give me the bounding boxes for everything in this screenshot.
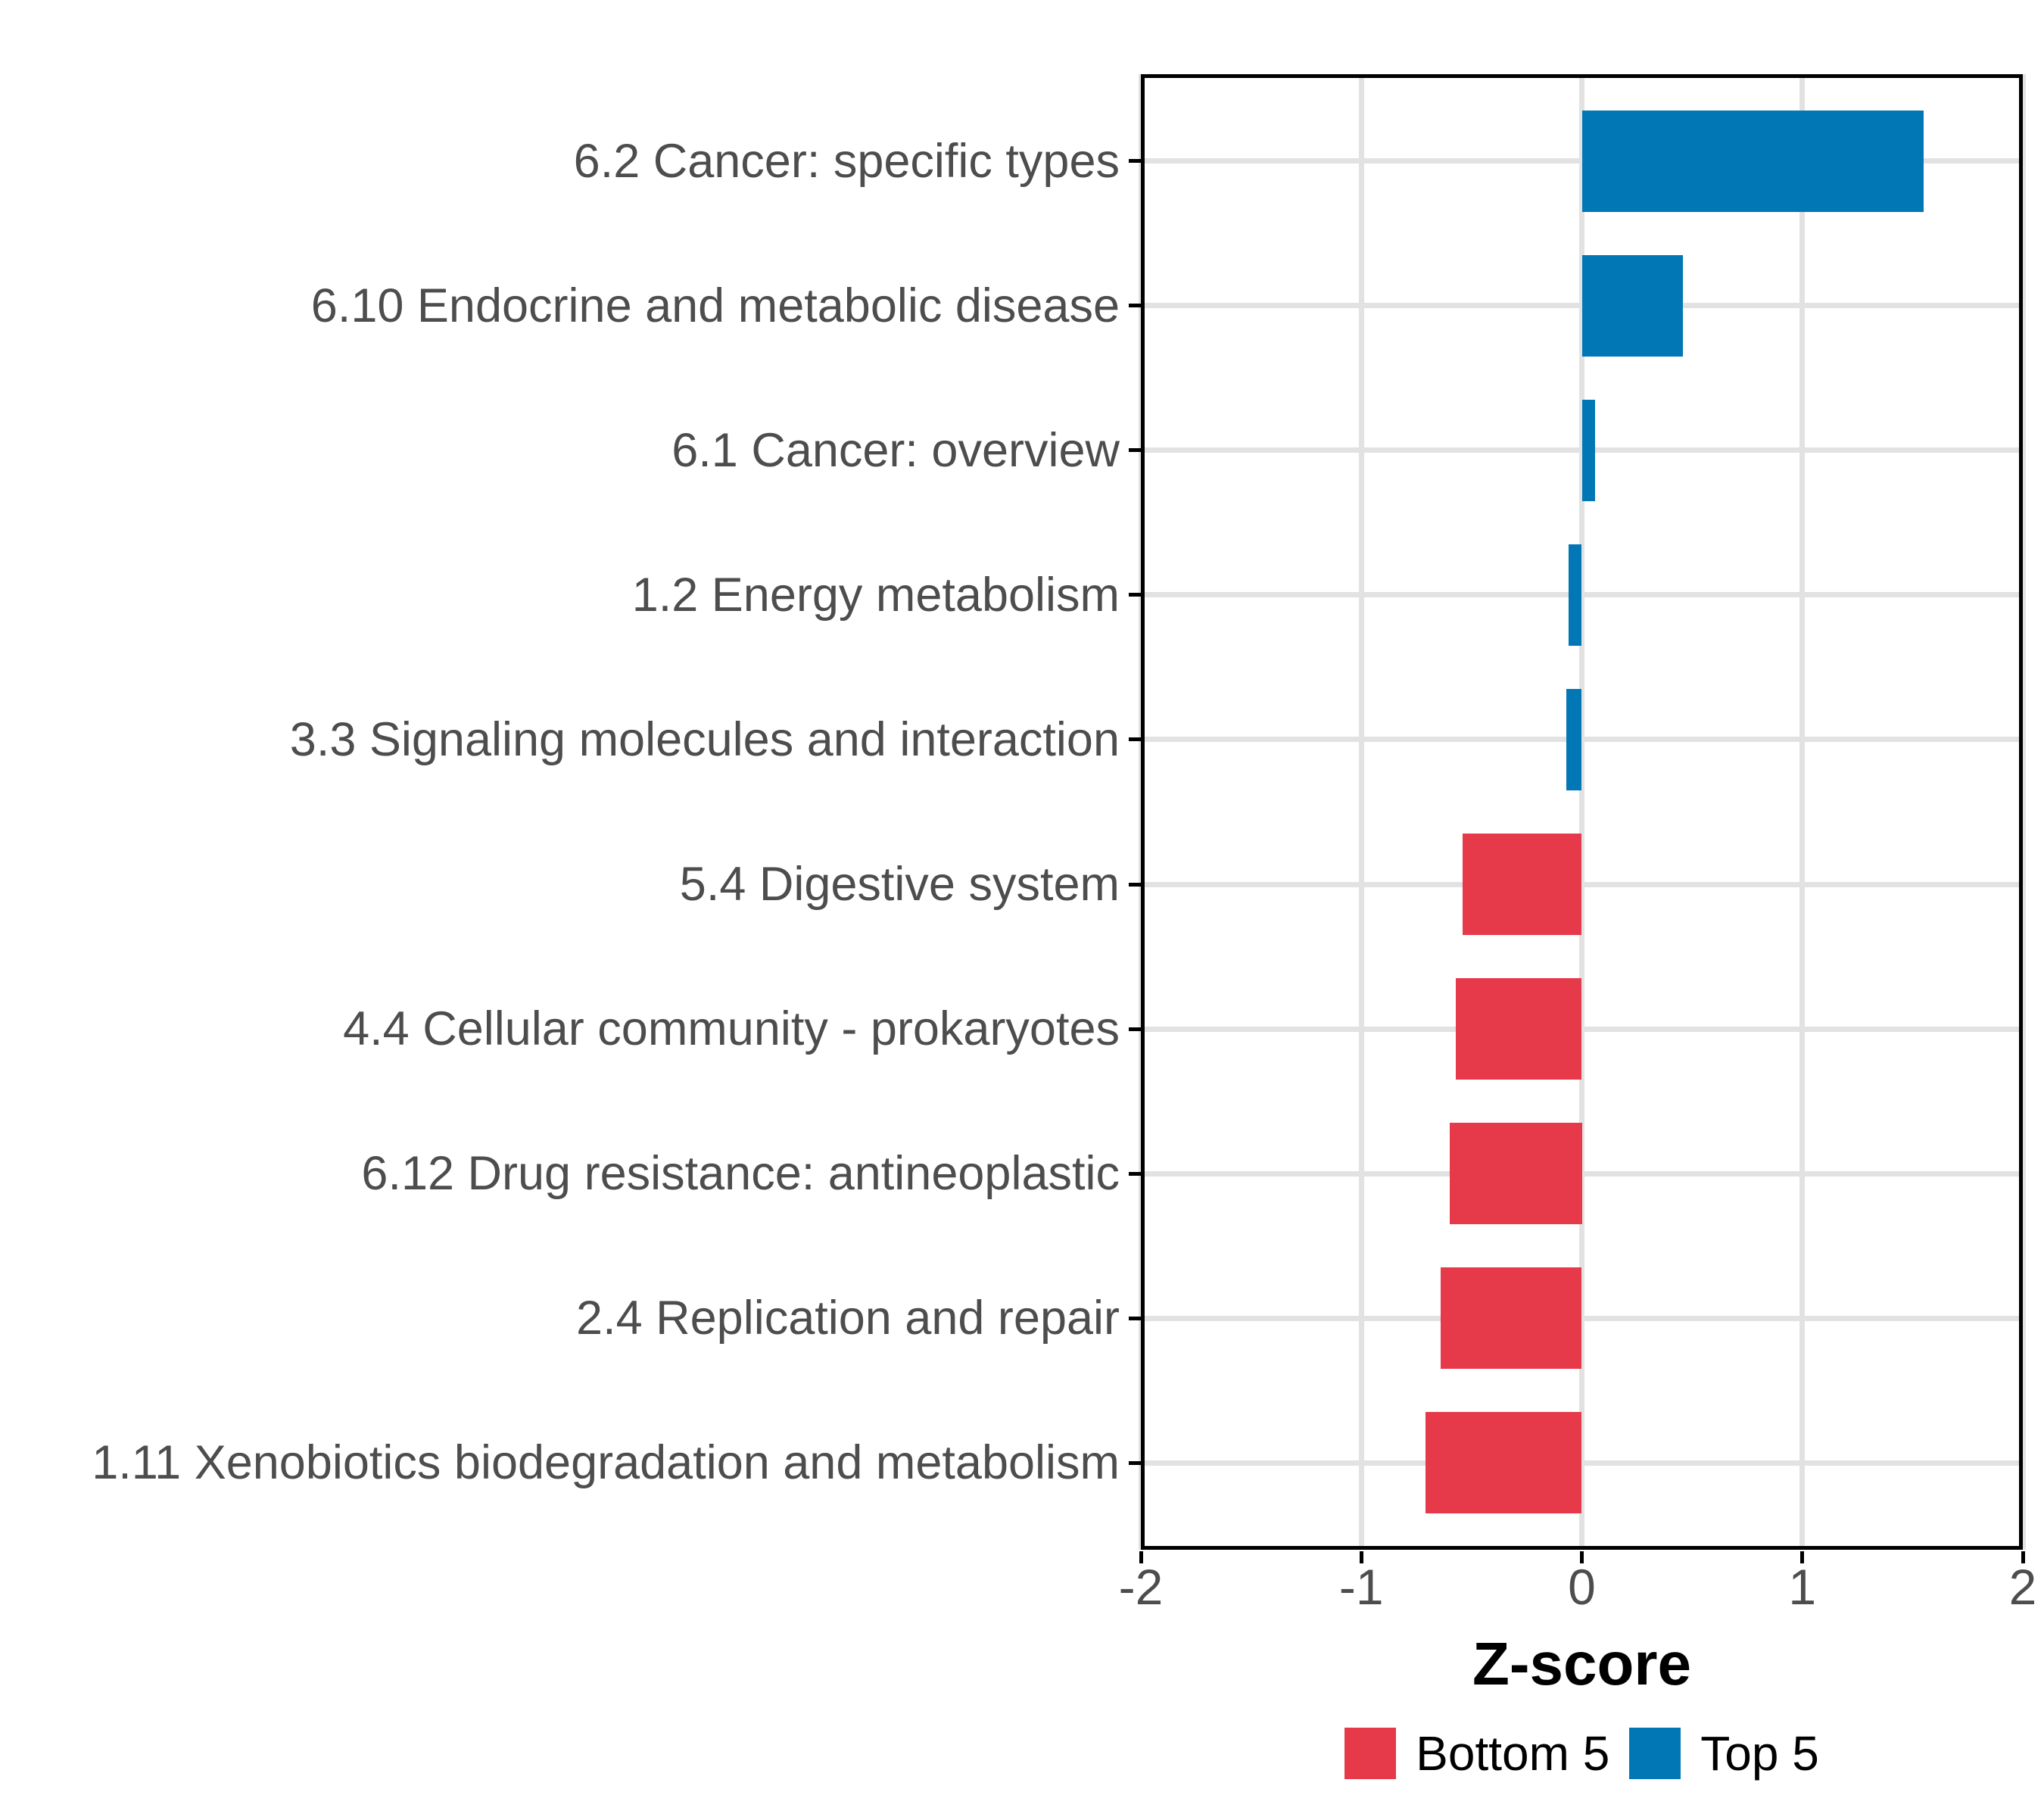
y-tick-label: 6.1 Cancer: overview xyxy=(671,423,1120,477)
bar-bottom-5[interactable] xyxy=(1441,1267,1582,1370)
legend: Bottom 5 Top 5 xyxy=(1141,1728,2023,1779)
y-tick-mark xyxy=(1129,1316,1141,1320)
legend-label: Top 5 xyxy=(1700,1726,1819,1781)
bar-top-5[interactable] xyxy=(1581,254,1684,357)
x-tick-label: -1 xyxy=(1338,1559,1384,1615)
x-gridline xyxy=(1358,74,1364,1550)
legend-swatch xyxy=(1344,1728,1397,1779)
y-tick-mark xyxy=(1129,448,1141,453)
bar-top-5[interactable] xyxy=(1566,689,1582,790)
y-tick-mark xyxy=(1129,1460,1141,1465)
y-tick-label: 3.3 Signaling molecules and interaction xyxy=(289,712,1120,766)
y-tick-label: 6.10 Endocrine and metabolic disease xyxy=(310,279,1120,332)
x-gridline xyxy=(1579,74,1584,1550)
y-tick-label: 4.4 Cellular community - prokaryotes xyxy=(343,1002,1120,1056)
bar-top-5[interactable] xyxy=(1569,544,1582,646)
y-gridline xyxy=(1141,1315,2023,1321)
legend-item-top-5: Top 5 xyxy=(1629,1728,1819,1779)
bar-bottom-5[interactable] xyxy=(1449,1123,1582,1225)
x-tick-label: 2 xyxy=(2008,1559,2037,1615)
plot-panel xyxy=(1138,74,2026,1550)
x-gridline xyxy=(1799,74,1806,1550)
y-tick-mark xyxy=(1129,1027,1141,1031)
y-gridline xyxy=(1141,1170,2023,1177)
y-tick-label: 1.2 Energy metabolism xyxy=(631,568,1120,622)
y-gridline xyxy=(1141,1026,2023,1032)
y-tick-label: 6.12 Drug resistance: antineoplastic xyxy=(361,1147,1120,1201)
bar-top-5[interactable] xyxy=(1581,110,1924,212)
x-tick-label: 0 xyxy=(1568,1559,1596,1615)
y-tick-mark xyxy=(1129,304,1141,308)
legend-label: Bottom 5 xyxy=(1416,1726,1610,1781)
x-tick-label: -2 xyxy=(1118,1559,1164,1615)
bar-bottom-5[interactable] xyxy=(1463,834,1582,935)
y-tick-mark xyxy=(1129,1171,1141,1176)
bar-bottom-5[interactable] xyxy=(1425,1412,1582,1514)
x-tick-mark xyxy=(1800,1551,1805,1563)
x-axis-title: Z-score xyxy=(1472,1630,1691,1697)
legend-item-bottom-5: Bottom 5 xyxy=(1344,1728,1609,1779)
y-gridline xyxy=(1141,737,2023,743)
x-tick-mark xyxy=(1139,1551,1143,1563)
y-tick-label: 2.4 Replication and repair xyxy=(576,1292,1120,1345)
x-tick-mark xyxy=(1359,1551,1363,1563)
bar-top-5[interactable] xyxy=(1581,399,1595,501)
y-tick-label: 1.11 Xenobiotics biodegradation and meta… xyxy=(92,1436,1120,1490)
x-tick-label: 1 xyxy=(1788,1559,1817,1615)
y-tick-label: 6.2 Cancer: specific types xyxy=(573,134,1120,188)
y-gridline xyxy=(1141,1460,2023,1466)
bar-bottom-5[interactable] xyxy=(1456,978,1582,1080)
y-gridline xyxy=(1141,881,2023,887)
x-gridline xyxy=(2020,74,2026,1550)
y-tick-mark xyxy=(1129,737,1141,742)
y-tick-mark xyxy=(1129,159,1141,164)
x-tick-mark xyxy=(1580,1551,1584,1563)
y-tick-mark xyxy=(1129,593,1141,597)
y-tick-label: 5.4 Digestive system xyxy=(679,857,1120,911)
x-tick-mark xyxy=(2021,1551,2025,1563)
legend-swatch xyxy=(1629,1728,1681,1779)
y-tick-mark xyxy=(1129,882,1141,887)
y-gridline xyxy=(1141,592,2023,598)
x-gridline xyxy=(1138,74,1144,1550)
